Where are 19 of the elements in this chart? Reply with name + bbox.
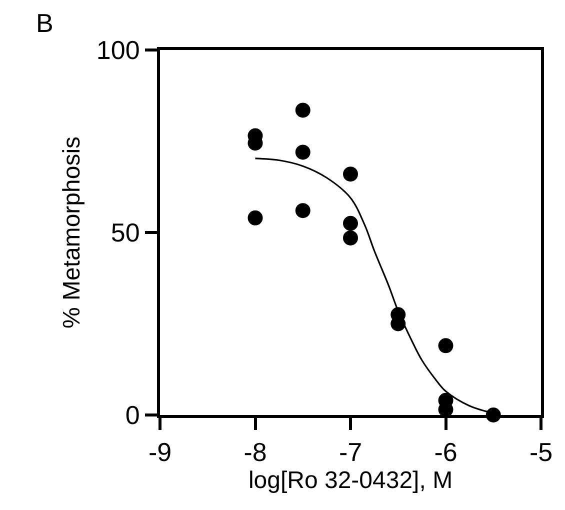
x-tick-label: -7 (338, 437, 362, 468)
point (248, 210, 263, 226)
text: B (36, 8, 54, 38)
y-tick-label: 50 (110, 218, 140, 248)
x-tick-label: -9 (148, 437, 172, 468)
point (295, 144, 310, 160)
x-tick-label: -5 (529, 437, 553, 468)
x-tick-label: -8 (244, 437, 267, 468)
point (343, 230, 358, 246)
point (343, 216, 358, 231)
point (295, 203, 310, 218)
y-tick-label: 100 (96, 35, 140, 66)
x-axis-title: log[Ro 32-0432], M (248, 467, 453, 494)
point (295, 102, 310, 118)
y-axis-title: % Metamorphosis (58, 136, 86, 329)
x-tick-label: -6 (434, 437, 458, 468)
point (343, 166, 358, 182)
y-tick-label: 0 (125, 400, 140, 430)
point (438, 338, 454, 354)
